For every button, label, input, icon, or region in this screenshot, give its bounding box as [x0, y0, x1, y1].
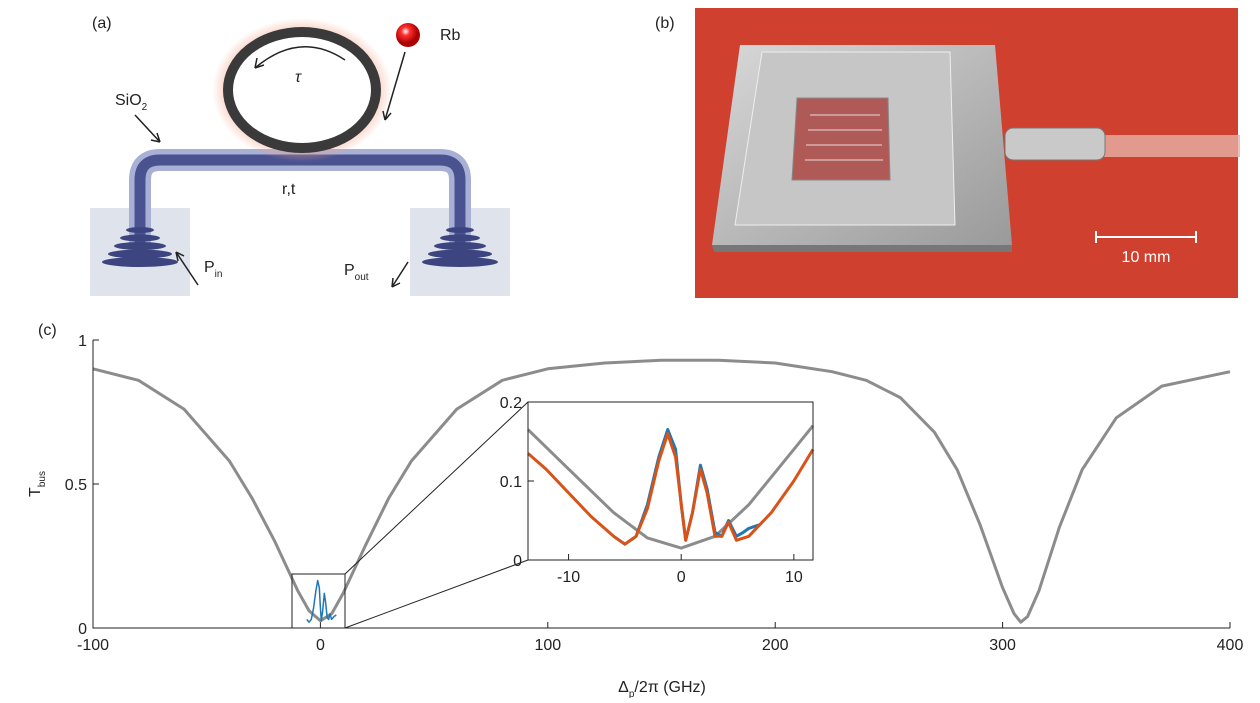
y-tick-label: 0: [78, 621, 87, 638]
x-tick-label: 10: [785, 569, 803, 586]
tube: [1100, 135, 1240, 157]
arrow: [135, 115, 160, 142]
y-tick-label: 0.2: [500, 395, 522, 412]
text: P: [344, 262, 355, 279]
y-tick-label: 0: [513, 553, 522, 570]
text: SiO: [115, 92, 142, 109]
atom-label: Rb: [440, 27, 461, 44]
scale-bar-label: 10 mm: [1122, 249, 1171, 266]
x-axis-label: Δp/2π (GHz): [618, 679, 706, 698]
text: Δ: [618, 679, 629, 696]
x-tick-label: 200: [762, 637, 789, 654]
x-tick-label: -10: [557, 569, 580, 586]
ring: [228, 32, 376, 148]
y-axis-label: Tbus: [27, 471, 48, 497]
panel-label: (b): [655, 15, 675, 32]
connector: [1005, 128, 1105, 160]
panel-label: (c): [38, 322, 57, 339]
text: P: [204, 259, 215, 276]
subscript: out: [355, 272, 369, 283]
x-tick-label: 400: [1217, 637, 1244, 654]
text: T: [27, 487, 44, 497]
subscript: in: [215, 269, 223, 280]
x-tick-label: 300: [989, 637, 1016, 654]
x-tick-label: -100: [77, 637, 109, 654]
data-line: [307, 581, 337, 623]
tau: τ: [295, 69, 302, 86]
x-tick-label: 0: [316, 637, 325, 654]
window: [792, 98, 890, 180]
panel-b: (b) 10 mm: [655, 8, 1240, 298]
y-tick-label: 1: [78, 333, 87, 350]
panel-a: (a) τ Rb SiO2 r,t Pin Pout: [90, 15, 510, 296]
coupling-label: r,t: [282, 181, 296, 198]
y-tick-label: 0.1: [500, 474, 522, 491]
subscript: 2: [142, 102, 148, 113]
y-tick-label: 0.5: [65, 477, 87, 494]
arrow: [392, 262, 408, 287]
p-in-label: Pin: [204, 259, 222, 280]
plate-edge: [712, 245, 1012, 252]
inset-background: [528, 402, 813, 560]
figure: (a) τ Rb SiO2 r,t Pin Pout (b): [0, 0, 1260, 698]
p-out-label: Pout: [344, 262, 369, 283]
x-tick-label: 100: [534, 637, 561, 654]
panel-label: (a): [92, 15, 112, 32]
zoom-line: [345, 560, 528, 628]
cladding-label: SiO2: [115, 92, 148, 113]
atom: [396, 23, 420, 47]
x-tick-label: 0: [677, 569, 686, 586]
text: /2π (GHz): [634, 679, 705, 696]
subscript: bus: [37, 471, 48, 487]
